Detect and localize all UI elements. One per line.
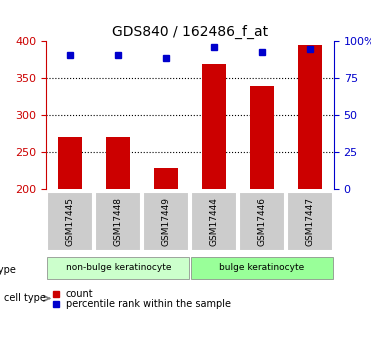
Text: GSM17446: GSM17446 xyxy=(257,197,266,246)
FancyBboxPatch shape xyxy=(239,192,285,251)
FancyBboxPatch shape xyxy=(47,257,189,279)
Text: percentile rank within the sample: percentile rank within the sample xyxy=(66,299,230,309)
Bar xyxy=(250,86,274,189)
Text: GSM17448: GSM17448 xyxy=(114,197,123,246)
FancyBboxPatch shape xyxy=(95,192,141,251)
FancyBboxPatch shape xyxy=(191,192,237,251)
FancyBboxPatch shape xyxy=(287,192,333,251)
Bar xyxy=(154,168,178,189)
Text: bulge keratinocyte: bulge keratinocyte xyxy=(219,264,305,273)
Bar xyxy=(298,45,322,189)
Text: non-bulge keratinocyte: non-bulge keratinocyte xyxy=(66,264,171,273)
Bar xyxy=(106,137,130,189)
Text: cell type: cell type xyxy=(4,294,46,303)
Bar xyxy=(58,137,82,189)
Text: GSM17444: GSM17444 xyxy=(210,197,219,246)
Bar xyxy=(202,63,226,189)
FancyBboxPatch shape xyxy=(143,192,189,251)
Text: GSM17449: GSM17449 xyxy=(162,197,171,246)
Title: GDS840 / 162486_f_at: GDS840 / 162486_f_at xyxy=(112,25,268,39)
FancyBboxPatch shape xyxy=(47,192,93,251)
Text: GSM17445: GSM17445 xyxy=(66,197,75,246)
FancyBboxPatch shape xyxy=(191,257,333,279)
Text: cell type: cell type xyxy=(0,265,16,275)
Text: count: count xyxy=(66,289,93,299)
Text: GSM17447: GSM17447 xyxy=(305,197,315,246)
